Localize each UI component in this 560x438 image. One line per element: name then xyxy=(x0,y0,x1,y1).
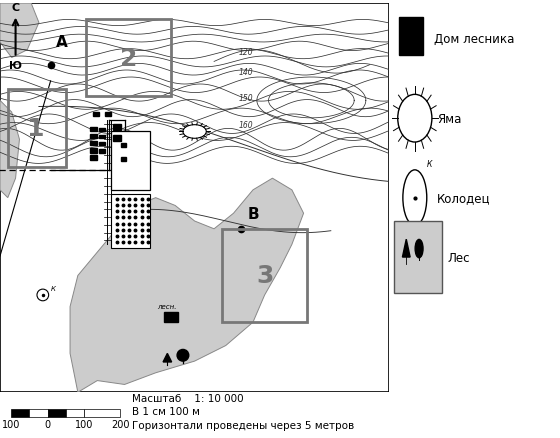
Circle shape xyxy=(403,170,427,226)
Bar xyxy=(394,222,442,293)
Polygon shape xyxy=(163,353,171,362)
Bar xyxy=(120,157,127,161)
Bar xyxy=(99,143,105,146)
Ellipse shape xyxy=(183,125,206,139)
Bar xyxy=(90,156,97,161)
Bar xyxy=(113,124,120,130)
Ellipse shape xyxy=(398,95,432,143)
Text: Лес: Лес xyxy=(447,251,470,264)
Text: лесн.: лесн. xyxy=(399,21,424,30)
Circle shape xyxy=(415,240,423,258)
Text: 100: 100 xyxy=(2,419,20,429)
Text: А: А xyxy=(57,35,68,50)
Bar xyxy=(99,136,105,139)
Polygon shape xyxy=(70,179,304,392)
Bar xyxy=(120,144,127,148)
Text: лесн.: лесн. xyxy=(157,303,177,309)
Text: Колодец: Колодец xyxy=(437,192,491,205)
Bar xyxy=(90,134,97,139)
Bar xyxy=(111,194,150,249)
Bar xyxy=(84,409,120,417)
Bar xyxy=(90,127,97,132)
Text: 120: 120 xyxy=(239,47,254,57)
Bar xyxy=(66,409,84,417)
Bar xyxy=(399,18,423,56)
Bar xyxy=(222,229,307,322)
Bar xyxy=(90,141,97,146)
Bar xyxy=(30,409,48,417)
Bar xyxy=(99,128,105,132)
Text: Яма: Яма xyxy=(437,113,461,125)
Polygon shape xyxy=(403,240,410,258)
Text: К: К xyxy=(427,160,432,169)
Bar xyxy=(86,20,171,97)
Bar xyxy=(48,409,66,417)
Text: 150: 150 xyxy=(239,94,254,102)
Text: С: С xyxy=(12,3,20,13)
Circle shape xyxy=(37,290,49,301)
Polygon shape xyxy=(0,101,20,198)
Bar xyxy=(111,132,150,191)
Circle shape xyxy=(177,350,189,361)
Text: Масштаб    1: 10 000: Масштаб 1: 10 000 xyxy=(132,393,243,403)
Bar xyxy=(11,409,30,417)
Text: 2: 2 xyxy=(120,46,137,71)
Polygon shape xyxy=(0,4,39,58)
Text: 160: 160 xyxy=(239,121,254,130)
Text: 3: 3 xyxy=(256,264,273,288)
Bar xyxy=(90,149,97,154)
Bar xyxy=(113,136,120,142)
Text: Горизонтали проведены через 5 метров: Горизонтали проведены через 5 метров xyxy=(132,420,354,431)
Text: В: В xyxy=(247,206,259,221)
Text: Ю: Ю xyxy=(9,61,22,71)
Text: 0: 0 xyxy=(45,419,50,429)
Bar xyxy=(8,89,66,167)
Text: Дом лесника: Дом лесника xyxy=(433,33,514,46)
Bar xyxy=(105,113,111,117)
Bar xyxy=(164,313,178,322)
Bar xyxy=(94,113,99,117)
Text: 100: 100 xyxy=(75,419,93,429)
Text: К: К xyxy=(50,285,55,291)
Text: 200: 200 xyxy=(111,419,130,429)
Bar xyxy=(99,150,105,154)
Text: В 1 см 100 м: В 1 см 100 м xyxy=(132,406,199,416)
Text: 1: 1 xyxy=(26,117,44,140)
Text: 140: 140 xyxy=(239,68,254,77)
